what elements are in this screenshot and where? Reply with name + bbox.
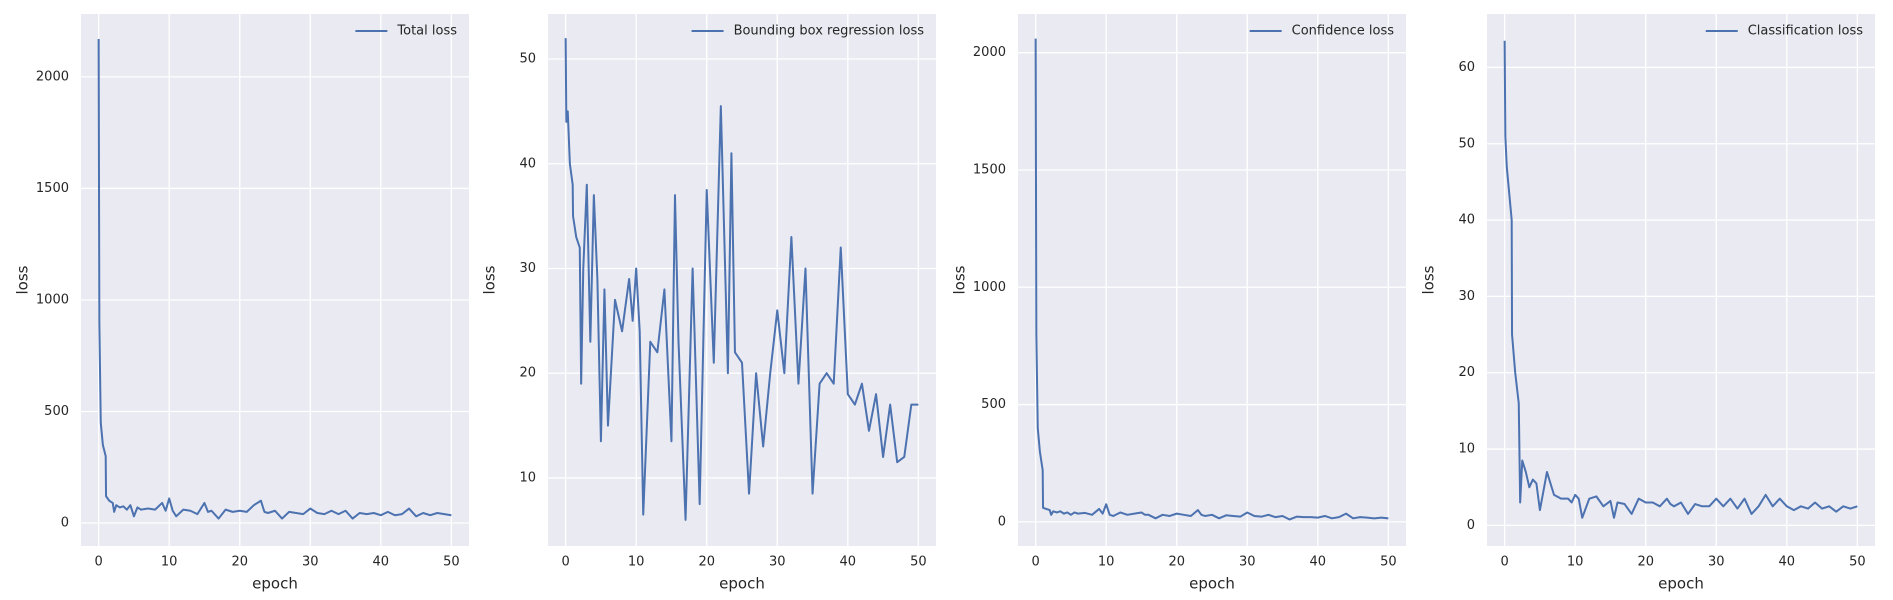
plot-area [1018, 14, 1406, 546]
x-tick-label: 20 [1637, 555, 1654, 570]
x-axis-label: epoch [1189, 575, 1235, 593]
line-series [97, 38, 452, 520]
y-tick-label: 50 [519, 52, 536, 67]
line-series [564, 38, 919, 521]
y-tick-label: 0 [998, 514, 1006, 529]
x-tick-label: 0 [561, 555, 569, 570]
x-tick-label: 40 [1310, 555, 1327, 570]
x-tick-label: 40 [840, 555, 857, 570]
y-tick-label: 10 [519, 470, 536, 485]
plot-area [548, 14, 936, 546]
y-tick-label: 50 [1458, 136, 1475, 151]
y-tick-label: 500 [981, 397, 1006, 412]
plot-area [81, 14, 469, 546]
y-tick-label: 0 [1467, 518, 1475, 533]
y-axis-label: loss [481, 265, 499, 294]
y-tick-label: 60 [1458, 60, 1475, 75]
x-tick-label: 50 [1380, 555, 1397, 570]
y-tick-label: 30 [1458, 289, 1475, 304]
x-tick-label: 50 [443, 555, 460, 570]
y-axis-label: loss [951, 265, 969, 294]
x-tick-label: 50 [1849, 555, 1866, 570]
x-tick-label: 20 [231, 555, 248, 570]
y-tick-label: 20 [1458, 365, 1475, 380]
x-tick-label: 10 [161, 555, 178, 570]
y-tick-label: 1500 [973, 162, 1006, 177]
x-tick-label: 10 [1567, 555, 1584, 570]
x-tick-label: 30 [1239, 555, 1256, 570]
legend-label: Bounding box regression loss [734, 24, 925, 39]
y-tick-label: 2000 [36, 69, 69, 84]
x-tick-label: 40 [1779, 555, 1796, 570]
y-tick-label: 10 [1458, 442, 1475, 457]
plot-area [1487, 14, 1875, 546]
y-tick-label: 500 [44, 404, 69, 419]
x-tick-label: 0 [1500, 555, 1508, 570]
legend-label: Confidence loss [1292, 24, 1395, 39]
x-tick-label: 50 [910, 555, 927, 570]
y-tick-label: 40 [519, 156, 536, 171]
y-axis-label: loss [1420, 265, 1438, 294]
line-series [1034, 38, 1389, 521]
x-tick-label: 0 [1031, 555, 1039, 570]
x-tick-label: 10 [628, 555, 645, 570]
x-axis-label: epoch [1658, 575, 1704, 593]
legend-label: Total loss [396, 24, 457, 39]
y-tick-label: 2000 [973, 45, 1006, 60]
x-tick-label: 30 [1708, 555, 1725, 570]
y-tick-label: 1000 [36, 292, 69, 307]
y-tick-label: 20 [519, 366, 536, 381]
y-tick-label: 1000 [973, 280, 1006, 295]
y-tick-label: 40 [1458, 213, 1475, 228]
x-tick-label: 20 [698, 555, 715, 570]
y-tick-label: 30 [519, 261, 536, 276]
x-tick-label: 0 [94, 555, 102, 570]
legend-label: Classification loss [1748, 24, 1863, 39]
y-tick-label: 1500 [36, 181, 69, 196]
x-tick-label: 40 [373, 555, 390, 570]
x-axis-label: epoch [252, 575, 298, 593]
x-axis-label: epoch [719, 575, 765, 593]
line-series [1503, 40, 1858, 519]
x-tick-label: 20 [1168, 555, 1185, 570]
x-tick-label: 10 [1098, 555, 1115, 570]
y-axis-label: loss [14, 265, 32, 294]
x-tick-label: 30 [302, 555, 319, 570]
x-tick-label: 30 [769, 555, 786, 570]
y-tick-label: 0 [61, 516, 69, 531]
